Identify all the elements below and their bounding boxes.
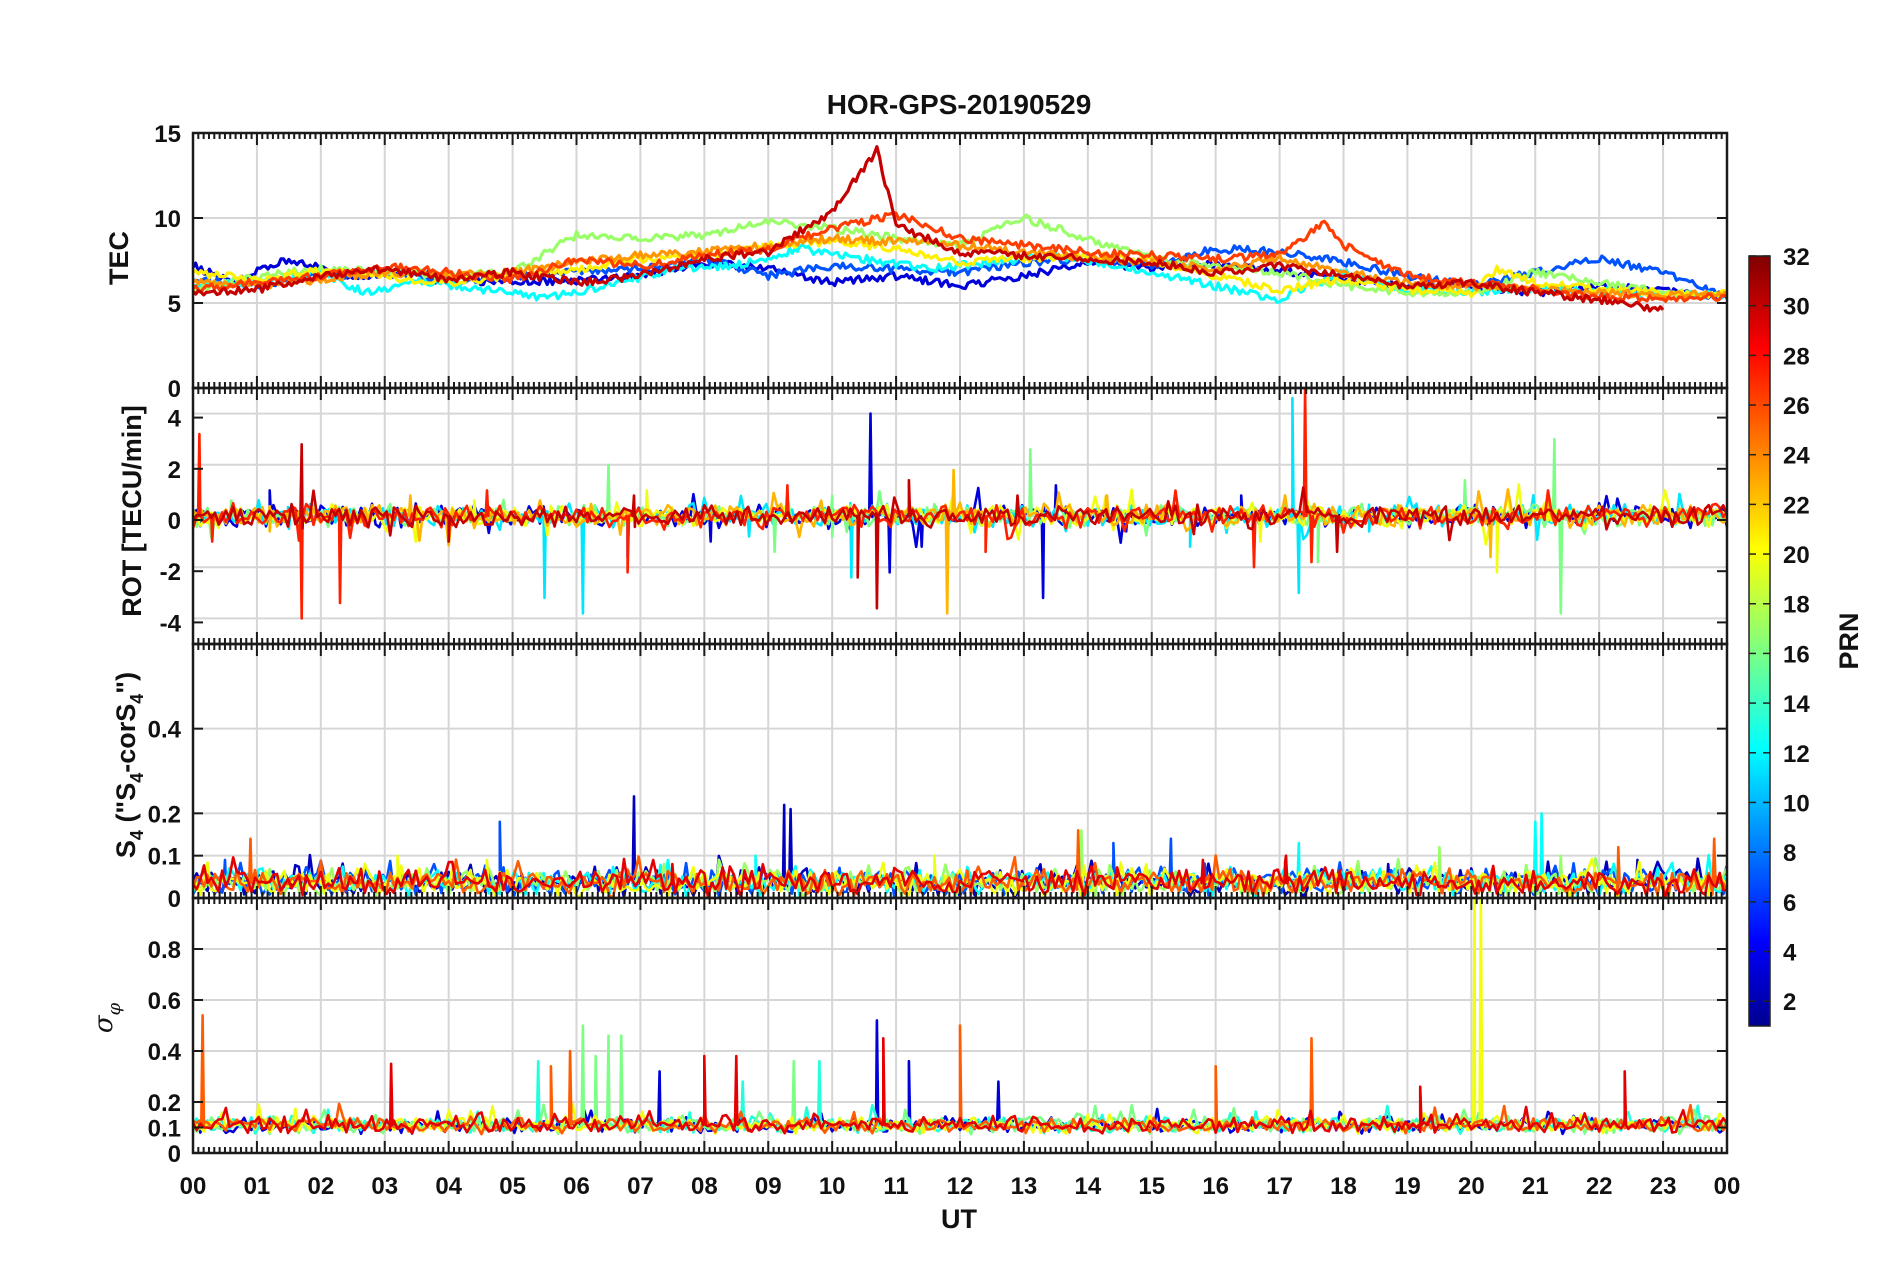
x-tick-label: 07 xyxy=(627,1173,654,1200)
x-tick-label: 16 xyxy=(1202,1173,1229,1200)
colorbar-tick-label: 8 xyxy=(1783,840,1796,867)
sigphi-ytick-label: 0.1 xyxy=(148,1116,181,1143)
x-tick-label: 01 xyxy=(244,1173,271,1200)
x-tick-label: 15 xyxy=(1138,1173,1165,1200)
rot-series-prn-23 xyxy=(192,468,1729,615)
x-tick-label: 00 xyxy=(180,1173,207,1200)
colorbar-tick-label: 6 xyxy=(1783,890,1796,917)
tec-series-prn-21 xyxy=(192,237,1729,299)
s4-ylabel: S4 ("S4-corS4") xyxy=(111,672,147,858)
sigphi-ytick-label: 0.2 xyxy=(148,1090,181,1117)
chart-title: HOR-GPS-20190529 xyxy=(827,89,1092,120)
panel-tec: 0 5 10 15 TEC xyxy=(104,121,1729,403)
colorbar-tick-label: 2 xyxy=(1783,989,1796,1016)
tec-ytick-label: 0 xyxy=(168,376,181,403)
rot-ytick-label: -4 xyxy=(160,610,182,637)
x-tick-label: 08 xyxy=(691,1173,718,1200)
colorbar-tick-label: 14 xyxy=(1783,691,1810,718)
colorbar-tick-label: 32 xyxy=(1783,244,1810,271)
s4-ytick-label: 0.1 xyxy=(148,844,181,871)
panel-rot: -4 -2 0 2 4 ROT [TECU/min] xyxy=(117,386,1729,646)
sigphi-series-prn-30 xyxy=(191,1037,1729,1135)
s4-ytick-label: 0 xyxy=(168,886,181,913)
x-tick-label: 10 xyxy=(819,1173,846,1200)
x-tick-label: 02 xyxy=(307,1173,334,1200)
colorbar-tick-label: 26 xyxy=(1783,393,1810,420)
rot-ytick-label: 4 xyxy=(168,406,182,433)
x-tick-label: 20 xyxy=(1458,1173,1485,1200)
x-tick-label: 00 xyxy=(1714,1173,1741,1200)
x-tick-label: 18 xyxy=(1330,1173,1357,1200)
colorbar-tick-label: 24 xyxy=(1783,443,1810,470)
tec-ytick-label: 10 xyxy=(154,206,181,233)
sigphi-ytick-label: 0.4 xyxy=(148,1039,182,1066)
x-tick-label: 03 xyxy=(371,1173,398,1200)
x-tick-label: 22 xyxy=(1586,1173,1613,1200)
x-tick-label: 06 xyxy=(563,1173,590,1200)
colorbar-gradient xyxy=(1748,255,1771,1027)
rot-series-prn-31 xyxy=(191,443,1729,610)
x-tick-label: 12 xyxy=(947,1173,974,1200)
colorbar-tick-label: 16 xyxy=(1783,641,1810,668)
colorbar-tick-label: 20 xyxy=(1783,542,1810,569)
x-tick-label: 14 xyxy=(1074,1173,1101,1200)
tec-series-prn-27 xyxy=(191,210,1728,303)
x-tick-label: 05 xyxy=(499,1173,526,1200)
colorbar-tick-label: 4 xyxy=(1783,939,1797,966)
tec-series-prn-31 xyxy=(191,145,1665,313)
tec-ytick-label: 5 xyxy=(168,291,181,318)
x-tick-label: 19 xyxy=(1394,1173,1421,1200)
x-tick-label: 04 xyxy=(435,1173,462,1200)
rot-ytick-label: 0 xyxy=(168,508,181,535)
x-tick-label: 09 xyxy=(755,1173,782,1200)
x-tick-label: 17 xyxy=(1266,1173,1293,1200)
x-tick-label: 23 xyxy=(1650,1173,1677,1200)
tec-ytick-label: 15 xyxy=(154,121,181,148)
rot-ylabel: ROT [TECU/min] xyxy=(117,405,147,616)
rot-ytick-label: 2 xyxy=(168,457,181,484)
sigphi-ylabel: σφ xyxy=(89,1002,125,1033)
s4-ytick-label: 0.2 xyxy=(148,801,181,828)
colorbar-tick-label: 30 xyxy=(1783,294,1810,321)
colorbar-tick-label: 22 xyxy=(1783,492,1810,519)
sigphi-ytick-label: 0.6 xyxy=(148,988,181,1015)
s4-series-prn-30 xyxy=(191,854,1728,899)
x-axis-label: UT xyxy=(941,1204,977,1234)
x-tick-label: 11 xyxy=(883,1173,908,1200)
colorbar-tick-label: 18 xyxy=(1783,592,1810,619)
sigphi-ytick-label: 0 xyxy=(168,1141,181,1168)
colorbar-tick-label: 10 xyxy=(1783,790,1810,817)
rot-ytick-label: -2 xyxy=(160,559,181,586)
x-tick-label: 13 xyxy=(1011,1173,1038,1200)
colorbar-tick-label: 28 xyxy=(1783,343,1810,370)
colorbar-tick-label: 12 xyxy=(1783,741,1810,768)
x-tick-label: 21 xyxy=(1522,1173,1549,1200)
x-axis: 00 01 02 03 04 05 06 07 08 09 10 11 12 13 14 15 16 17 18 19… xyxy=(180,1173,1741,1200)
panel-s4: 0 0.1 0.2 0.4 S4 ("S4-corS4") xyxy=(111,642,1729,913)
panel-sigphi: 00.10.2 0.4 0.6 0.8 σφ xyxy=(89,896,1729,1168)
sigphi-ytick-label: 0.8 xyxy=(148,937,181,964)
colorbar-label: PRN xyxy=(1834,612,1864,669)
tec-ylabel: TEC xyxy=(104,231,134,285)
s4-ytick-label: 0.4 xyxy=(148,717,182,744)
